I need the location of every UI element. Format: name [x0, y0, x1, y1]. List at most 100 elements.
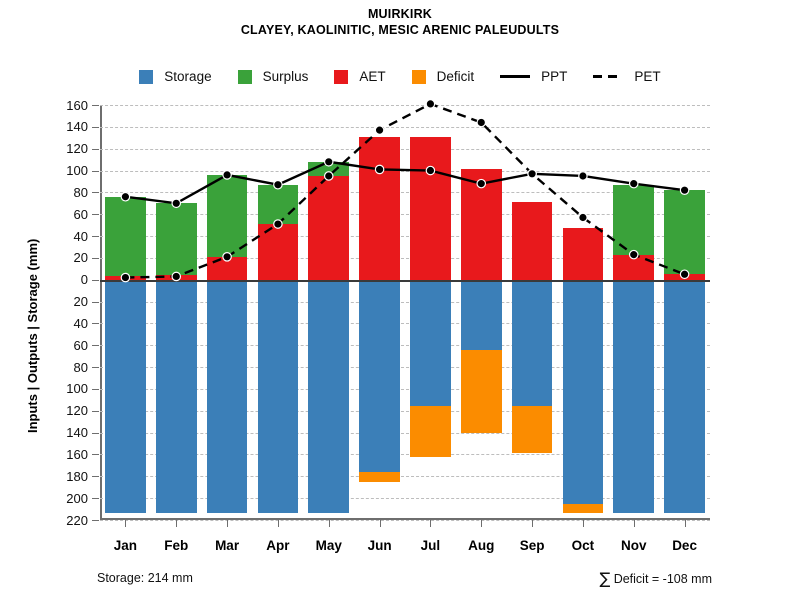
bar-segment-surplus [206, 174, 248, 257]
y-tick-mark [92, 257, 99, 259]
y-tick-label: 160 [66, 97, 88, 113]
legend-label-storage: Storage [164, 69, 212, 84]
marker-pet-jan [120, 272, 131, 283]
marker-pet-jun [374, 125, 385, 135]
line-pet [125, 102, 686, 279]
y-tick-label: 60 [73, 337, 88, 353]
legend-label-surplus: Surplus [262, 69, 309, 84]
bar-segment-deficit [562, 503, 604, 514]
y-tick-mark [92, 323, 99, 325]
legend-swatch-deficit [411, 69, 426, 84]
bar-layer [100, 105, 710, 520]
y-tick-mark [92, 410, 99, 412]
y-tick-label: 220 [66, 512, 88, 528]
bar-segment-aet [562, 228, 604, 280]
y-tick-mark [92, 345, 99, 347]
y-tick-mark [92, 126, 99, 128]
legend-swatch-storage [139, 69, 154, 84]
gridline [100, 214, 710, 216]
y-tick-mark [92, 454, 99, 456]
bar-segment-storage [155, 279, 197, 514]
line-layer [120, 99, 690, 283]
gridline [100, 410, 710, 412]
bar-group-jul[interactable] [410, 105, 451, 520]
x-tick-mark [176, 520, 178, 527]
x-tick-label-jan: Jan [113, 538, 138, 553]
bar-group-jan[interactable] [105, 105, 146, 520]
bar-group-sep[interactable] [511, 105, 553, 520]
legend-item-ppt[interactable]: PPT [500, 69, 567, 84]
y-tick-label: 0 [80, 272, 88, 288]
y-tick-mark [92, 192, 99, 194]
y-tick-mark [92, 279, 99, 281]
gridline [100, 105, 710, 106]
legend-item-deficit[interactable]: Deficit [411, 69, 475, 84]
marker-pet-sep [527, 169, 537, 179]
bar-group-oct[interactable] [562, 105, 604, 520]
y-tick-mark [92, 432, 99, 434]
bar-segment-aet [410, 136, 451, 280]
x-tick-label-may: May [315, 538, 342, 553]
bar-segment-storage [359, 279, 400, 482]
bar-segment-deficit [511, 406, 553, 454]
legend-item-aet[interactable]: AET [334, 69, 386, 84]
bar-segment-deficit [359, 471, 400, 482]
legend-item-surplus[interactable]: Surplus [237, 69, 309, 84]
x-tick-label-nov: Nov [620, 538, 647, 553]
marker-pet-oct [578, 212, 588, 223]
zero-line [100, 279, 710, 282]
y-tick-mark [92, 236, 99, 238]
gridline [100, 192, 710, 194]
y-tick-label: 100 [66, 381, 88, 397]
x-tick-mark [633, 520, 635, 527]
gridline [100, 126, 710, 128]
bar-group-may[interactable] [308, 105, 350, 520]
bar-segment-surplus [105, 196, 146, 277]
marker-pet-nov [628, 249, 639, 260]
marker-ppt-jul [425, 165, 436, 176]
bar-group-feb[interactable] [155, 105, 197, 520]
y-tick-label: 100 [66, 163, 88, 179]
y-tick-mark [92, 301, 99, 303]
legend-item-storage[interactable]: Storage [139, 69, 212, 84]
x-tick-mark [379, 520, 381, 527]
bar-group-mar[interactable] [206, 105, 248, 520]
marker-pet-aug [476, 117, 487, 128]
y-tick-label: 140 [66, 425, 88, 441]
y-tick-mark [92, 214, 99, 216]
x-tick-label-aug: Aug [468, 538, 495, 553]
bar-group-aug[interactable] [460, 105, 502, 520]
x-tick-mark [430, 520, 432, 527]
legend-label-deficit: Deficit [436, 69, 475, 84]
gridline [100, 236, 710, 238]
marker-ppt-oct [578, 171, 588, 181]
marker-ppt-dec [679, 185, 690, 195]
bar-group-jun[interactable] [359, 105, 400, 520]
legend-label-ppt: PPT [541, 69, 568, 84]
x-tick-mark [328, 520, 330, 527]
y-tick-label: 180 [66, 468, 88, 484]
marker-pet-may [323, 171, 334, 181]
bar-segment-surplus [613, 184, 655, 255]
bar-group-dec[interactable] [664, 105, 705, 520]
bar-segment-storage [257, 279, 299, 514]
title-block: MUIRKIRK CLAYEY, KAOLINITIC, MESIC ARENI… [0, 6, 800, 38]
gridline [100, 498, 710, 500]
x-tick-label-feb: Feb [164, 538, 189, 553]
legend-swatch-aet [334, 69, 349, 84]
y-tick-mark [92, 498, 99, 500]
x-tick-mark [481, 520, 483, 527]
legend-item-pet[interactable]: PET [593, 69, 661, 84]
y-tick-label: 40 [73, 228, 88, 244]
bar-segment-aet [206, 256, 248, 280]
y-tick-mark [92, 388, 99, 390]
gridline [100, 432, 710, 434]
chart-title: MUIRKIRK [367, 7, 433, 21]
bar-group-apr[interactable] [257, 105, 299, 520]
x-tick-label-apr: Apr [266, 538, 290, 553]
x-tick-mark [125, 520, 127, 527]
y-tick-label: 80 [73, 359, 88, 375]
legend-label-aet: AET [359, 69, 386, 84]
bar-segment-storage [206, 279, 248, 514]
